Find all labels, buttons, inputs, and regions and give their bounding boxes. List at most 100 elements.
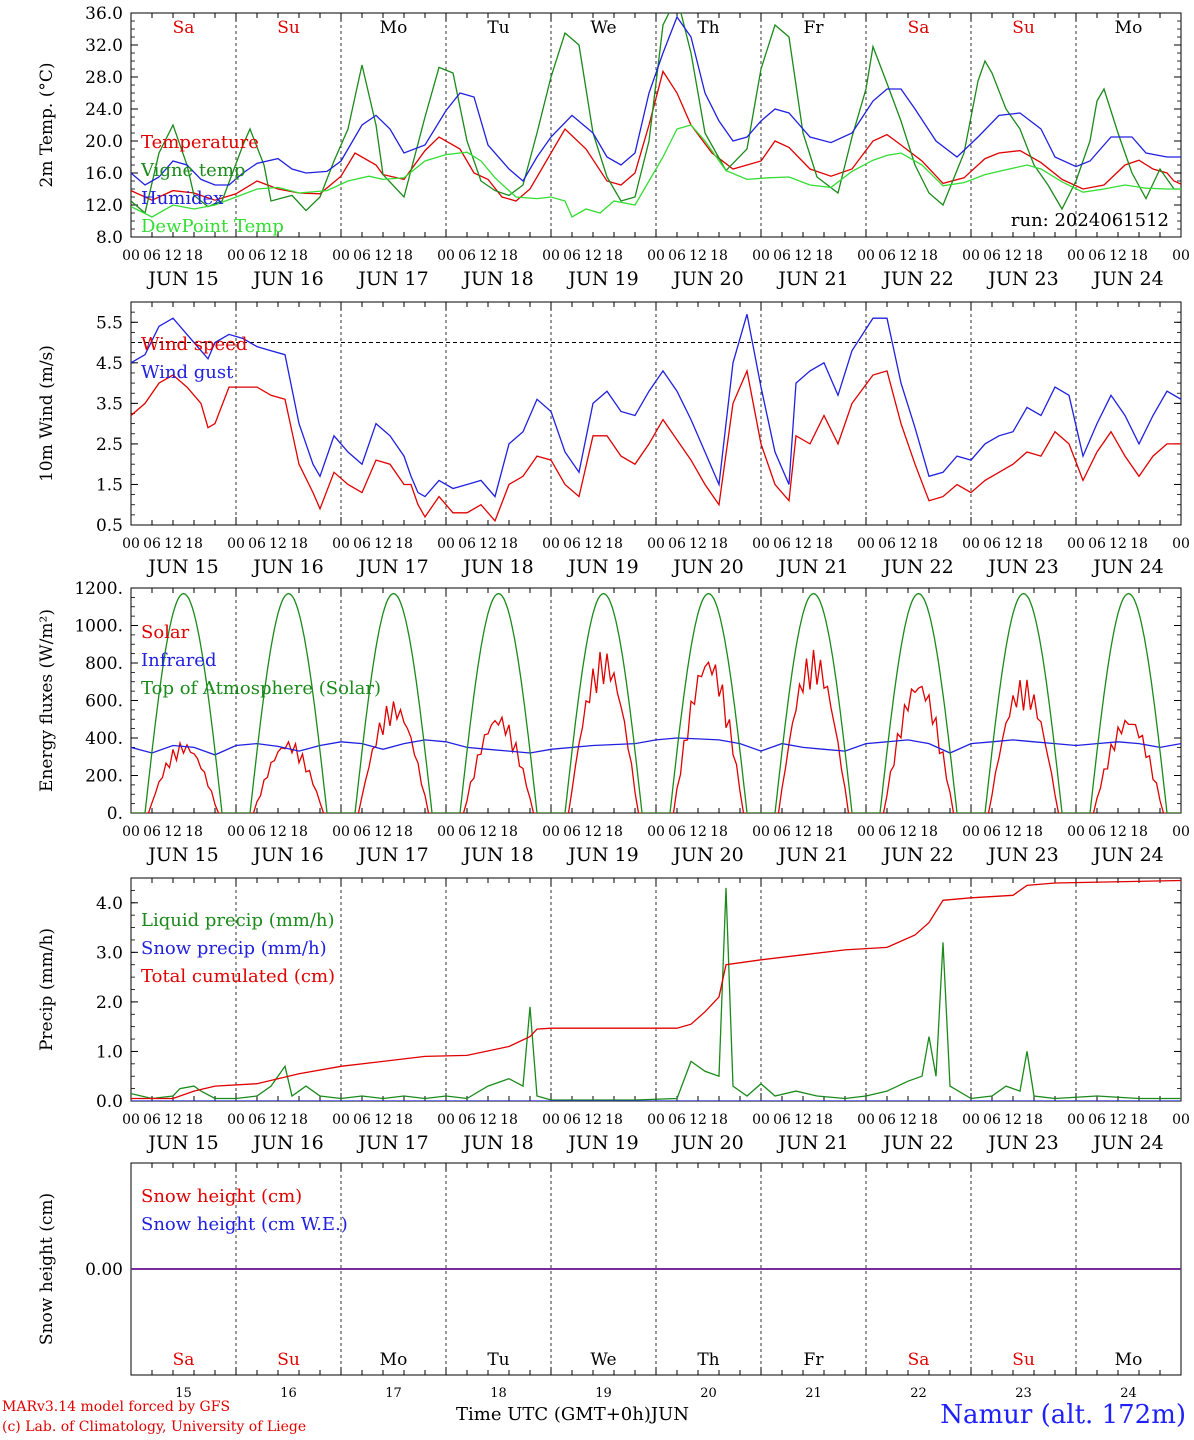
y-axis-label: Snow height (cm)	[37, 1193, 57, 1345]
hour-tick-label: 12	[794, 536, 812, 552]
hour-tick-label: 06	[1088, 248, 1106, 264]
date-label: JUN 24	[1091, 1132, 1163, 1154]
hour-tick-label: 00	[542, 536, 560, 552]
date-label: JUN 17	[356, 556, 428, 578]
date-label: JUN 20	[671, 268, 743, 290]
hour-tick-label: 06	[563, 536, 581, 552]
weekday-label: We	[590, 1350, 616, 1370]
hour-tick-label: 06	[1088, 824, 1106, 840]
hour-tick-label: 12	[479, 1112, 497, 1128]
hour-tick-label: 06	[143, 1112, 161, 1128]
day-number-label: 22	[910, 1386, 927, 1401]
hour-tick-label: 18	[185, 248, 203, 264]
series-vigne-temp-line	[131, 13, 1181, 215]
hour-tick-label: 18	[920, 1112, 938, 1128]
hour-tick-label: 18	[395, 536, 413, 552]
date-label: JUN 15	[146, 556, 218, 578]
hour-tick-label: 18	[1025, 1112, 1043, 1128]
hour-tick-label: 06	[248, 536, 266, 552]
legend-humidex: Humidex	[141, 188, 223, 209]
legend-wind-gust: Wind gust	[141, 362, 234, 383]
hour-tick-label: 00	[332, 1112, 350, 1128]
hour-tick-label: 00	[962, 248, 980, 264]
y-tick-label: 200.	[85, 767, 123, 787]
series-top-of-atmosphere-solar-line	[131, 592, 1181, 813]
hour-tick-label: 00	[647, 1112, 665, 1128]
hour-tick-label: 18	[1130, 536, 1148, 552]
hour-tick-label: 18	[500, 248, 518, 264]
hour-tick-label: 00	[227, 1112, 245, 1128]
series-group	[131, 314, 1181, 523]
weekday-label: Su	[277, 1350, 300, 1370]
y-tick-label: 1200.	[74, 579, 123, 599]
date-label: JUN 24	[1091, 268, 1163, 290]
y-tick-label: 4.5	[96, 354, 123, 374]
weekday-label: Sa	[173, 1350, 195, 1370]
hour-tick-label: 06	[353, 824, 371, 840]
weekday-label: Tu	[487, 18, 509, 38]
legend-temperature: Temperature	[141, 132, 259, 153]
hour-tick-label: 18	[500, 824, 518, 840]
hour-tick-label: 18	[290, 536, 308, 552]
hour-tick-label: 06	[878, 248, 896, 264]
hour-tick-label: 06	[668, 248, 686, 264]
hour-tick-label: 18	[290, 248, 308, 264]
hour-tick-label: 12	[374, 248, 392, 264]
y-tick-label: 4.0	[96, 894, 123, 914]
plot-frame	[130, 587, 1182, 814]
series-wind-gust-line	[131, 314, 1181, 498]
day-number-label: 19	[595, 1386, 612, 1401]
y-axis-label: 10m Wind (m/s)	[37, 345, 57, 482]
date-label: JUN 19	[566, 1132, 638, 1154]
y-axis-label: Energy fluxes (W/m²)	[37, 609, 57, 792]
hour-tick-label: 00	[857, 536, 875, 552]
hour-tick-label: 12	[584, 1112, 602, 1128]
legend-total-cumulated-cm: Total cumulated (cm)	[141, 966, 335, 987]
hour-tick-label: 12	[794, 248, 812, 264]
weekday-label: Sa	[908, 18, 930, 38]
hour-tick-label: 18	[815, 536, 833, 552]
hour-tick-label: 12	[1004, 824, 1022, 840]
hour-tick-label: 06	[143, 536, 161, 552]
hour-tick-label: 00	[1067, 536, 1085, 552]
hour-tick-label: 18	[290, 1112, 308, 1128]
hour-tick-label: 00	[962, 824, 980, 840]
date-label: JUN 17	[356, 268, 428, 290]
date-label: JUN 21	[776, 844, 848, 866]
hour-tick-label: 18	[605, 824, 623, 840]
hour-tick-label: 00	[962, 1112, 980, 1128]
panel-4: 4.0 3.0 2.0 1.0 0.0 Precip (mm/h) Liquid preci…	[37, 877, 1190, 1154]
hour-tick-label: 12	[479, 248, 497, 264]
date-label: JUN 23	[986, 1132, 1058, 1154]
y-tick-label: 400.	[85, 729, 123, 749]
series-solar-line	[131, 649, 1181, 813]
y-tick-label: 800.	[85, 654, 123, 674]
y-tick-label: 0.	[107, 804, 123, 824]
y-tick-label: 0.0	[96, 1092, 123, 1112]
date-label: JUN 22	[881, 1132, 953, 1154]
y-tick-label: 1.0	[96, 1042, 123, 1062]
date-label: JUN 19	[566, 268, 638, 290]
date-label: JUN 17	[356, 844, 428, 866]
weekday-label: Sa	[908, 1350, 930, 1370]
panel-5: 0.00 Snow height (cm) Snow height (cm) Snow…	[37, 1162, 1182, 1401]
day-number-label: 23	[1015, 1386, 1032, 1401]
hour-tick-label: 06	[563, 1112, 581, 1128]
hour-tick-label: 06	[458, 1112, 476, 1128]
hour-tick-label: 06	[353, 536, 371, 552]
y-tick-label: 28.0	[85, 68, 123, 88]
y-tick-label: 1.5	[96, 475, 123, 495]
hour-tick-label: 00	[1172, 824, 1190, 840]
hour-tick-label: 00	[1067, 248, 1085, 264]
weekday-label: Tu	[487, 1350, 509, 1370]
hour-tick-label: 12	[374, 536, 392, 552]
hour-tick-label: 18	[920, 824, 938, 840]
weekday-label: Su	[277, 18, 300, 38]
location-label: Namur (alt. 172m)	[940, 1400, 1186, 1430]
legend-liquid-precip-mm-h: Liquid precip (mm/h)	[141, 910, 335, 931]
weekday-label: Mo	[1115, 18, 1143, 38]
weekday-label: Mo	[380, 18, 408, 38]
date-label: JUN 15	[146, 1132, 218, 1154]
date-label: JUN 24	[1091, 556, 1163, 578]
plot-frame	[130, 12, 1182, 238]
